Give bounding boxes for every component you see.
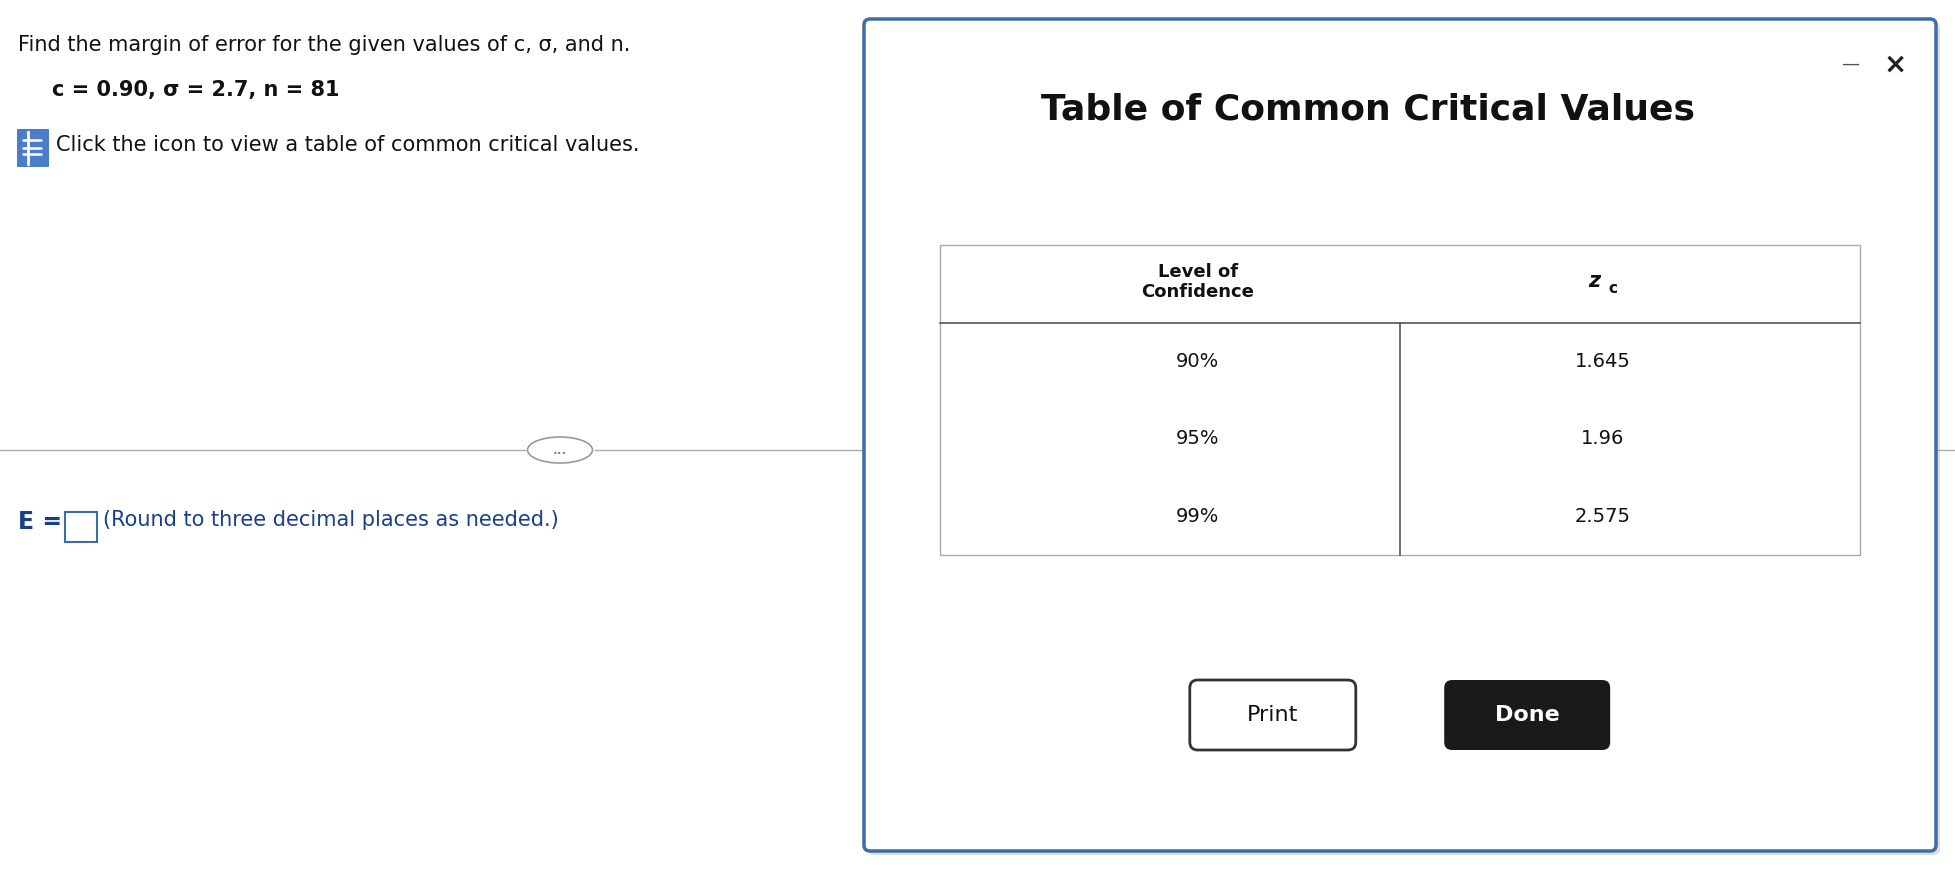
Ellipse shape xyxy=(528,437,592,463)
Text: ×: × xyxy=(1883,51,1906,79)
FancyBboxPatch shape xyxy=(940,245,1859,555)
Text: —: — xyxy=(1840,55,1857,73)
FancyBboxPatch shape xyxy=(65,512,98,542)
Text: 95%: 95% xyxy=(1175,430,1218,449)
Text: Level of: Level of xyxy=(1157,263,1238,281)
Text: E =: E = xyxy=(18,510,70,534)
FancyBboxPatch shape xyxy=(1443,680,1609,750)
Text: 1.96: 1.96 xyxy=(1580,430,1623,449)
Text: Find the margin of error for the given values of c, σ, and n.: Find the margin of error for the given v… xyxy=(18,35,630,55)
Text: z: z xyxy=(1587,271,1599,291)
Text: 2.575: 2.575 xyxy=(1574,507,1630,526)
Text: 1.645: 1.645 xyxy=(1574,352,1630,371)
Text: ...: ... xyxy=(553,444,567,457)
Text: Print: Print xyxy=(1247,705,1298,725)
Text: 99%: 99% xyxy=(1175,507,1218,526)
FancyBboxPatch shape xyxy=(1189,680,1355,750)
Text: c = 0.90, σ = 2.7, n = 81: c = 0.90, σ = 2.7, n = 81 xyxy=(53,80,340,100)
FancyBboxPatch shape xyxy=(868,23,1939,855)
Text: c: c xyxy=(1607,281,1617,296)
Text: Click the icon to view a table of common critical values.: Click the icon to view a table of common… xyxy=(57,135,639,155)
Text: (Round to three decimal places as needed.): (Round to three decimal places as needed… xyxy=(104,510,559,530)
Text: Confidence: Confidence xyxy=(1140,283,1253,301)
Text: Done: Done xyxy=(1494,705,1558,725)
FancyBboxPatch shape xyxy=(864,19,1935,851)
Text: 90%: 90% xyxy=(1175,352,1218,371)
Text: Table of Common Critical Values: Table of Common Critical Values xyxy=(1040,93,1695,127)
FancyBboxPatch shape xyxy=(18,129,49,167)
